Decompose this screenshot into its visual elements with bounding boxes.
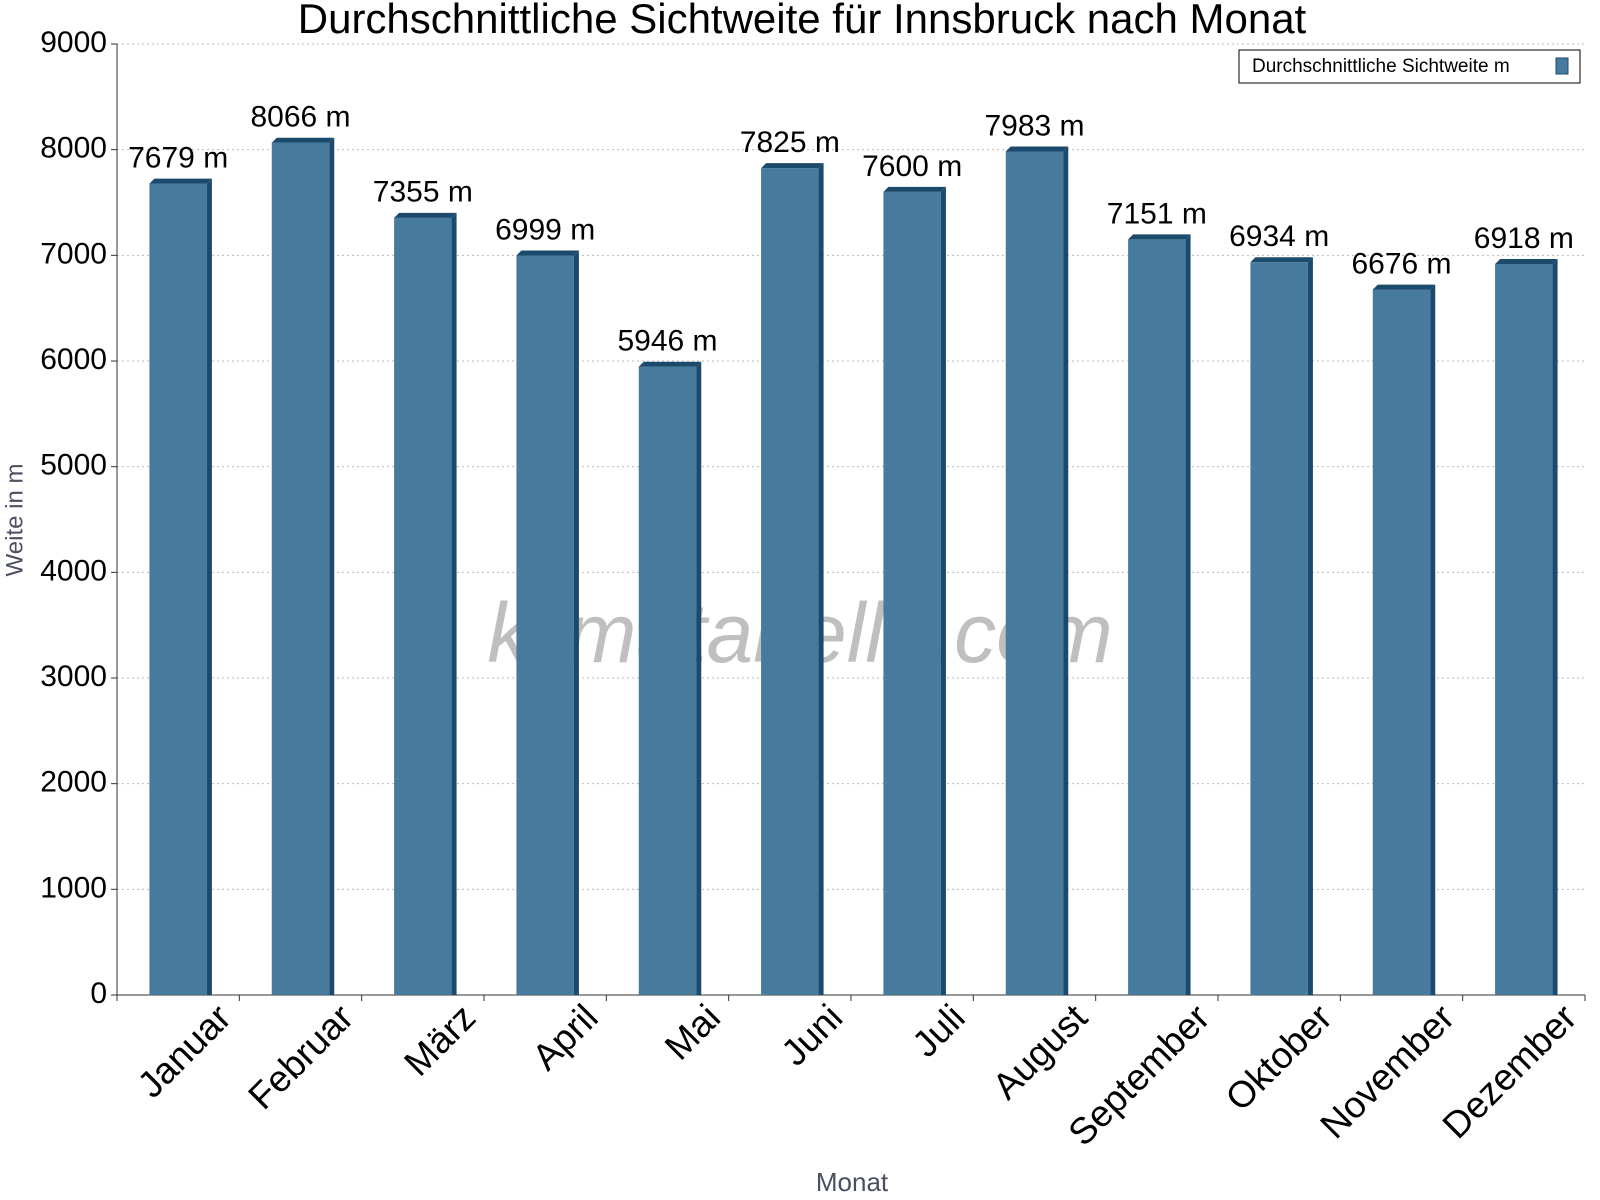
x-tick-label: November: [1312, 997, 1462, 1147]
bar-top: [271, 137, 335, 143]
legend-label: Durchschnittliche Sichtweite m: [1252, 56, 1510, 77]
data-label: 7600 m: [862, 150, 962, 183]
bar-top: [883, 186, 946, 192]
data-label: 6999 m: [495, 213, 595, 246]
data-label: 7151 m: [1107, 197, 1207, 230]
data-label: 6918 m: [1474, 222, 1574, 255]
y-tick-label: 0: [90, 977, 107, 1010]
chart-title: Durchschnittliche Sichtweite für Innsbru…: [298, 0, 1307, 42]
legend: Durchschnittliche Sichtweite m: [1238, 49, 1581, 84]
x-tick-label: Mai: [657, 997, 728, 1068]
bar-side: [206, 178, 212, 995]
bar-top: [1005, 146, 1069, 152]
x-tick-label: Januar: [130, 997, 239, 1106]
bar-side: [1063, 146, 1069, 995]
bar: [394, 217, 452, 996]
bar: [1128, 239, 1186, 995]
y-tick-label: 8000: [40, 132, 107, 165]
bar: [761, 168, 819, 996]
data-label: 5946 m: [617, 325, 717, 358]
bar-top: [149, 178, 212, 184]
bar-top: [638, 361, 702, 367]
bar-top: [516, 250, 579, 256]
bar: [1495, 263, 1553, 995]
x-tick-label: Dezember: [1435, 997, 1585, 1147]
bar: [1005, 151, 1064, 995]
x-tick-label: Oktober: [1218, 997, 1340, 1119]
x-tick-label: Juni: [773, 997, 850, 1074]
y-tick-label: 9000: [40, 26, 107, 59]
y-tick-label: 5000: [40, 449, 107, 482]
legend-box: [1238, 49, 1581, 84]
x-tick-label: August: [985, 996, 1096, 1107]
bar-side: [1430, 284, 1436, 995]
bar-side: [696, 361, 702, 995]
y-tick-label: 3000: [40, 660, 107, 693]
data-label: 7355 m: [373, 176, 473, 209]
bar: [1250, 262, 1308, 995]
bar: [149, 183, 207, 995]
bar-top: [1372, 284, 1436, 290]
bar-side: [451, 212, 457, 996]
bar-side: [1185, 234, 1191, 995]
bar-top: [1250, 257, 1313, 263]
bar-side: [1307, 257, 1313, 995]
data-label: 6934 m: [1229, 220, 1329, 253]
bar: [883, 191, 941, 995]
y-tick-label: 4000: [40, 554, 107, 587]
x-tick-label: Februar: [240, 997, 361, 1118]
bar-top: [1495, 258, 1558, 264]
bar: [1372, 289, 1431, 995]
x-tick-label: April: [524, 997, 605, 1078]
y-tick-label: 6000: [40, 343, 107, 376]
x-axis-label: Monat: [816, 1167, 889, 1197]
y-axis-label: Weite in m: [1, 464, 28, 577]
y-tick-label: 1000: [40, 871, 107, 904]
y-tick-label: 7000: [40, 237, 107, 270]
bar-top: [394, 212, 457, 218]
bar: [638, 366, 697, 995]
bar-top: [761, 163, 824, 169]
bar: [516, 255, 574, 996]
x-tick-label: März: [396, 997, 483, 1084]
bar-side: [329, 137, 335, 995]
data-label: 7983 m: [984, 109, 1084, 142]
bar-side: [573, 250, 579, 996]
data-label: 7679 m: [128, 142, 228, 175]
data-label: 8066 m: [250, 101, 350, 134]
legend-swatch: [1555, 57, 1569, 75]
y-tick-label: 2000: [40, 766, 107, 799]
bar-top: [1128, 234, 1191, 240]
bar: [271, 142, 330, 995]
bar-side: [818, 163, 824, 996]
data-label: 6676 m: [1351, 247, 1451, 280]
x-tick-label: Juli: [904, 997, 972, 1065]
data-label: 7825 m: [740, 126, 840, 159]
bar-side: [940, 186, 946, 995]
bar-side: [1552, 258, 1558, 995]
